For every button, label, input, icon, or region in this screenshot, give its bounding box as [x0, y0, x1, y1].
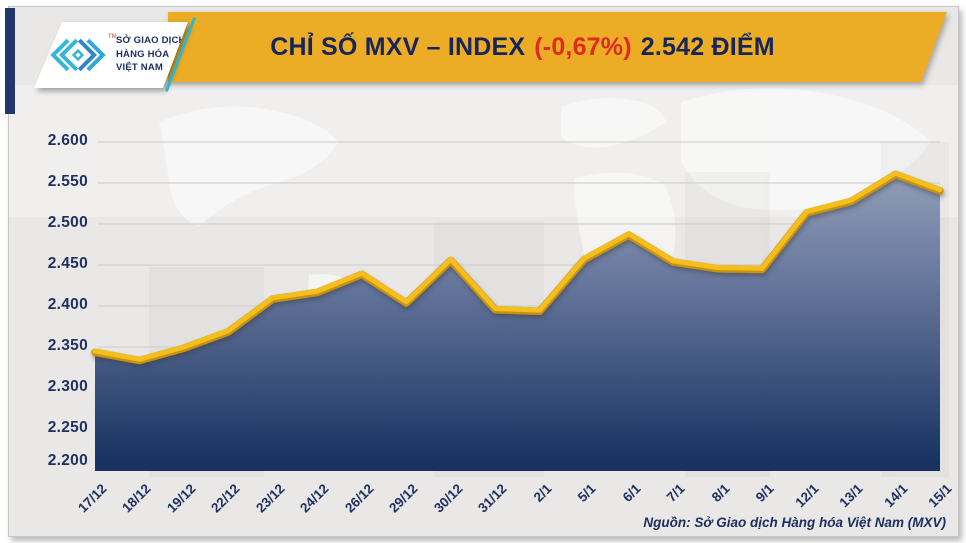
y-axis-label: 2.400 — [47, 296, 88, 313]
y-axis-label: 2.350 — [47, 337, 88, 354]
logo-text-line3: VIỆT NAM — [116, 62, 163, 73]
y-axis-label: 2.200 — [47, 452, 88, 469]
header-accent-bar — [5, 8, 15, 114]
mxv-logo-plate: TM SỞ GIAO DỊCH HÀNG HÓA VIỆT NAM — [34, 22, 188, 88]
logo-wordmark: SỞ GIAO DỊCH HÀNG HÓA VIỆT NAM — [116, 34, 186, 75]
title-banner-shape: CHỈ SỐ MXV – INDEX (-0,67%) 2.542 ĐIỂM — [168, 12, 947, 82]
logo-text-line2: HÀNG HÓA — [116, 48, 170, 60]
source-note: Nguồn: Sở Giao dịch Hàng hóa Việt Nam (M… — [643, 515, 946, 530]
y-axis-label: 2.300 — [47, 378, 88, 395]
chart-title: CHỈ SỐ MXV – INDEX (-0,67%) 2.542 ĐIỂM — [270, 33, 775, 62]
title-value: 2.542 ĐIỂM — [640, 32, 775, 61]
logo-text-line1: SỞ GIAO DỊCH — [116, 35, 186, 46]
mxv-chevron-icon — [50, 38, 106, 72]
y-axis-label: 2.250 — [47, 419, 88, 436]
y-axis-label: 2.450 — [47, 255, 88, 272]
y-axis-label: 2.500 — [47, 214, 88, 231]
title-main: CHỈ SỐ MXV – INDEX — [270, 32, 526, 61]
trademark-symbol: TM — [108, 34, 117, 40]
title-banner: CHỈ SỐ MXV – INDEX (-0,67%) 2.542 ĐIỂM — [168, 12, 947, 82]
mxv-logo: TM SỞ GIAO DỊCH HÀNG HÓA VIỆT NAM — [34, 22, 188, 88]
y-axis-label: 2.550 — [47, 173, 88, 190]
title-change: (-0,67%) — [534, 32, 632, 61]
y-axis-label: 2.600 — [47, 132, 88, 149]
